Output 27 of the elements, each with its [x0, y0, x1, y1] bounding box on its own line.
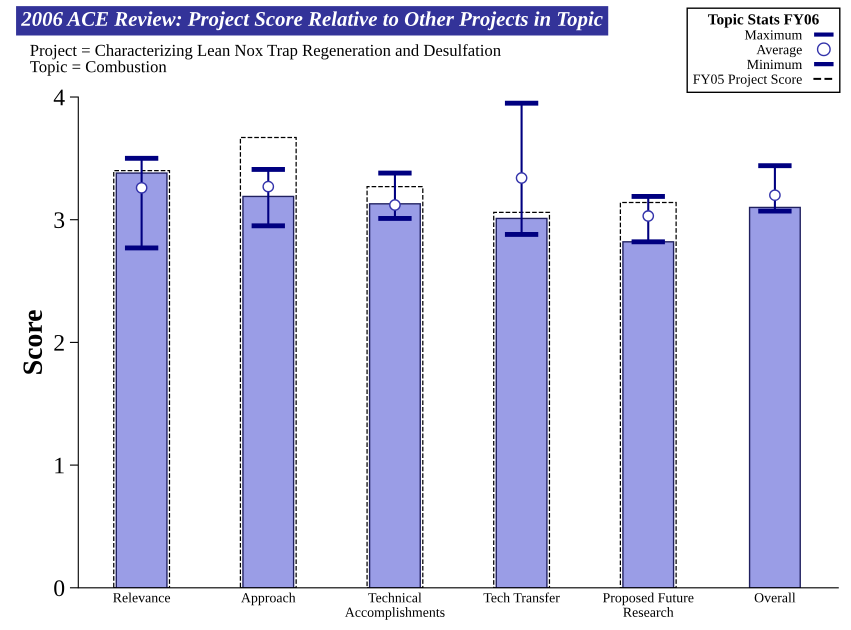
- y-tick-label: 4: [54, 90, 65, 106]
- legend-label: Average: [756, 45, 802, 58]
- legend-title: Topic Stats FY06: [708, 14, 819, 28]
- chart-subtitle: Project = Characterizing Lean Nox Trap Regeneration and Desulfation Topic = Combustion: [30, 44, 501, 76]
- y-tick-label: 2: [54, 334, 64, 351]
- bar: [242, 196, 294, 588]
- point: [516, 172, 528, 184]
- text: Maximum: [744, 30, 802, 40]
- y-tick-label: 1: [55, 458, 64, 474]
- chart-title: 2006 ACE Review: Project Score Relative to Other Projects in Topic: [21, 11, 603, 30]
- x-tick-label: Proposed Future Research: [602, 592, 694, 617]
- y-axis-title: Score: [23, 310, 42, 374]
- point: [642, 210, 654, 222]
- bar: [748, 206, 801, 588]
- x-tick-label: Overall: [754, 592, 796, 602]
- legend-label: FY05 Project Score: [693, 74, 802, 87]
- point: [389, 199, 401, 211]
- point: [262, 180, 274, 192]
- y-tick-label: 0: [54, 580, 64, 596]
- y-tick-label: 3: [54, 212, 64, 228]
- point: [769, 189, 781, 202]
- x-tick-label: Tech Transfer: [484, 592, 560, 602]
- x-tick-label: Approach: [241, 592, 296, 606]
- x-tick-label: Technical Accomplishments: [344, 592, 445, 620]
- point: [136, 182, 148, 194]
- x-tick-label: Relevance: [113, 592, 170, 602]
- text: Minimum: [747, 60, 802, 70]
